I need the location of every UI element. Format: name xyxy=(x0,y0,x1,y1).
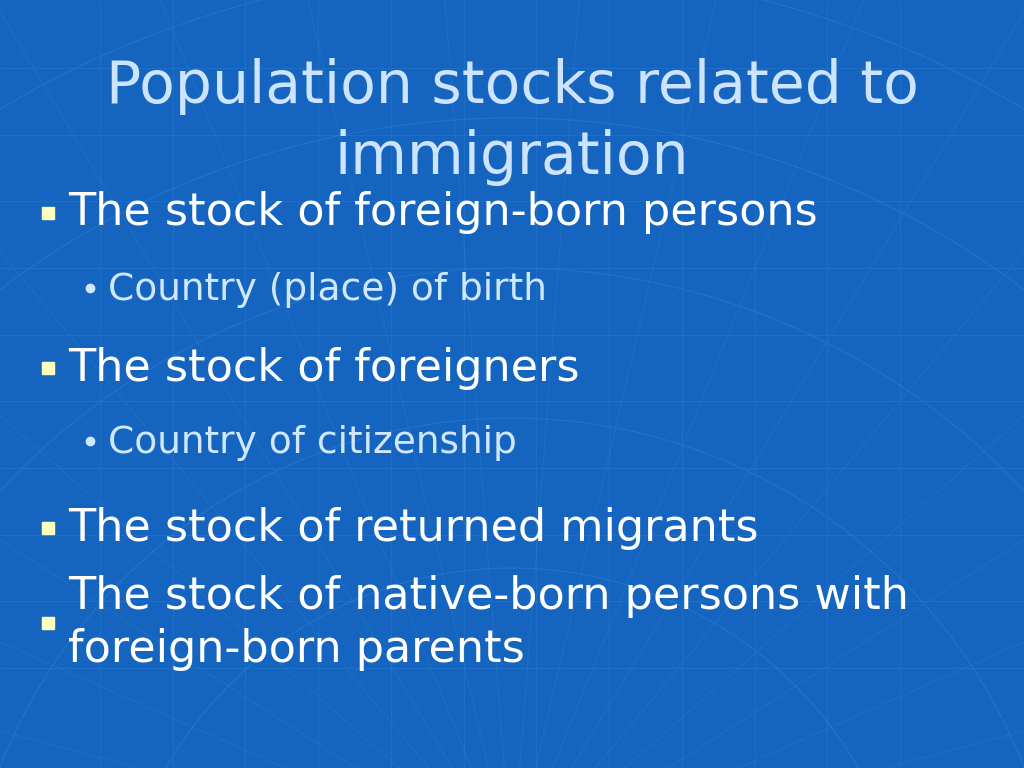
Text: The stock of foreigners: The stock of foreigners xyxy=(68,346,580,389)
Bar xyxy=(42,362,54,374)
Text: Population stocks related to
immigration: Population stocks related to immigration xyxy=(105,58,919,186)
Text: The stock of returned migrants: The stock of returned migrants xyxy=(68,507,759,549)
Text: Country (place) of birth: Country (place) of birth xyxy=(108,272,547,308)
Text: Country of citizenship: Country of citizenship xyxy=(108,425,517,461)
Bar xyxy=(42,617,54,629)
Text: The stock of foreign-born persons: The stock of foreign-born persons xyxy=(68,191,817,234)
Bar xyxy=(42,522,54,534)
Bar xyxy=(42,207,54,219)
Text: The stock of native-born persons with
foreign-born parents: The stock of native-born persons with fo… xyxy=(68,575,909,671)
